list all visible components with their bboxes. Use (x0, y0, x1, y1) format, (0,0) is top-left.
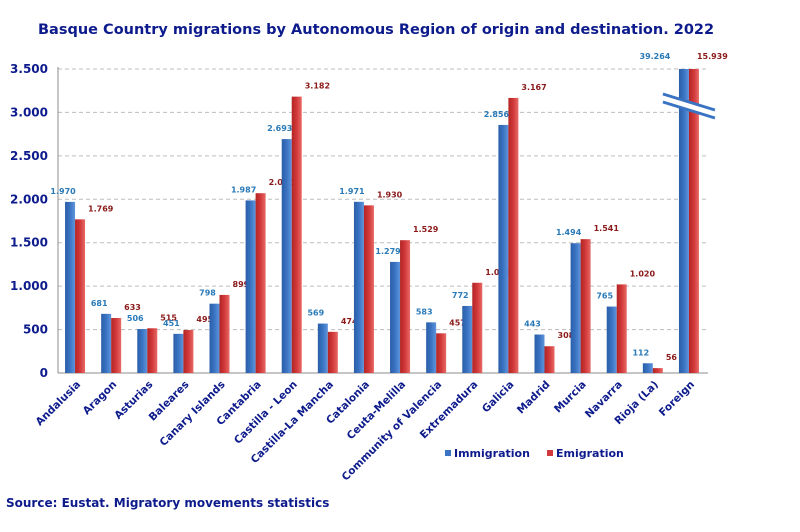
data-label-immigration: 583 (416, 307, 433, 316)
x-tick-label: Canary Islands (158, 379, 228, 449)
data-label-emigration: 3.167 (521, 83, 546, 92)
data-label-emigration: 1.769 (88, 204, 114, 213)
y-tick-label: 2.500 (10, 149, 48, 163)
bar-immigration (642, 363, 653, 373)
bar-immigration (353, 201, 364, 373)
bar-immigration (317, 323, 328, 373)
y-tick-label: 3.500 (10, 62, 48, 76)
bar-emigration (219, 294, 230, 373)
data-label-immigration: 2.693 (267, 124, 292, 133)
legend-swatch-emigration (547, 450, 553, 456)
data-label-emigration: 2.070 (269, 178, 295, 187)
data-label-emigration: 1.930 (377, 190, 403, 199)
x-tick-label: Foreign (657, 379, 697, 419)
bar-immigration (534, 334, 545, 373)
data-label-immigration: 1.494 (556, 228, 582, 237)
data-label-immigration: 506 (127, 314, 144, 323)
bar-immigration (173, 333, 184, 373)
bar-immigration (209, 303, 220, 373)
data-label-immigration: 1.970 (50, 187, 76, 196)
bar-emigration (688, 69, 699, 373)
x-tick-label: Murcia (552, 379, 589, 416)
data-label-emigration: 1.020 (630, 269, 656, 278)
data-label-immigration: 443 (524, 320, 541, 329)
chart-title: Basque Country migrations by Autonomous … (38, 22, 715, 38)
data-label-emigration: 3.182 (305, 82, 330, 91)
x-tick-label: Madrid (515, 379, 553, 417)
legend-swatch-immigration (445, 450, 451, 456)
bar-emigration (436, 333, 447, 373)
data-label-immigration: 112 (632, 348, 649, 357)
y-tick-label: 1.000 (10, 279, 48, 293)
legend-label-immigration: Immigration (454, 447, 530, 460)
data-label-emigration: 1.039 (485, 268, 511, 277)
bar-immigration (137, 329, 148, 373)
bar-emigration (147, 328, 158, 373)
bar-emigration (544, 346, 555, 373)
y-tick-label: 500 (23, 323, 48, 337)
bar-emigration (255, 193, 266, 373)
bar-emigration (508, 97, 519, 373)
data-label-emigration: 56 (666, 353, 678, 362)
bar-emigration (652, 368, 663, 373)
bar-emigration (580, 239, 591, 373)
y-tick-label: 3.000 (10, 105, 48, 119)
data-label-immigration: 798 (199, 289, 216, 298)
bar-immigration (65, 201, 76, 373)
data-label-immigration: 765 (596, 292, 613, 301)
bar-immigration (678, 69, 689, 373)
axis-break-mark (662, 92, 716, 120)
data-label-immigration: 451 (163, 319, 180, 328)
bar-immigration (606, 306, 617, 373)
y-tick-label: 0 (40, 366, 48, 380)
y-tick-label: 1.500 (10, 236, 48, 250)
data-label-emigration: 15.939 (697, 52, 728, 61)
bar-emigration (327, 331, 338, 373)
source-note: Source: Eustat. Migratory movements stat… (6, 496, 330, 510)
data-label-immigration: 1.971 (339, 187, 365, 196)
bar-emigration (616, 284, 627, 373)
bar-immigration (390, 261, 401, 373)
y-tick-label: 2.000 (10, 192, 48, 206)
bar-emigration (111, 318, 122, 373)
data-label-emigration: 633 (124, 303, 141, 312)
data-label-immigration: 1.279 (375, 247, 401, 256)
data-label-immigration: 39.264 (640, 52, 671, 61)
bar-emigration (183, 330, 194, 373)
x-tick-label: Castilla - Leon (232, 379, 300, 447)
data-label-immigration: 1.987 (231, 185, 256, 194)
bar-emigration (75, 219, 86, 373)
bar-immigration (570, 243, 581, 373)
legend-label-emigration: Emigration (556, 447, 624, 460)
bar-emigration (291, 96, 302, 373)
bar-immigration (281, 139, 292, 373)
bar-immigration (245, 200, 256, 373)
data-label-emigration: 457 (449, 318, 466, 327)
data-label-emigration: 1.541 (594, 224, 620, 233)
data-label-immigration: 772 (452, 291, 469, 300)
bar-immigration (101, 313, 112, 373)
bar-emigration (400, 240, 411, 373)
x-tick-label: Andalusia (34, 379, 84, 429)
data-label-immigration: 569 (307, 309, 324, 318)
data-label-emigration: 1.529 (413, 225, 439, 234)
data-label-emigration: 495 (196, 315, 213, 324)
bar-emigration (472, 282, 483, 373)
data-label-immigration: 681 (91, 299, 108, 308)
data-label-immigration: 2.856 (484, 110, 510, 119)
bar-immigration (498, 124, 509, 373)
data-label-emigration: 515 (160, 313, 177, 322)
data-label-emigration: 308 (558, 331, 575, 340)
bar-emigration (363, 205, 374, 373)
bar-immigration (426, 322, 437, 373)
data-label-emigration: 474 (341, 317, 358, 326)
x-tick-label: Galicia (480, 379, 517, 416)
data-label-emigration: 899 (233, 280, 250, 289)
bar-immigration (462, 305, 473, 373)
